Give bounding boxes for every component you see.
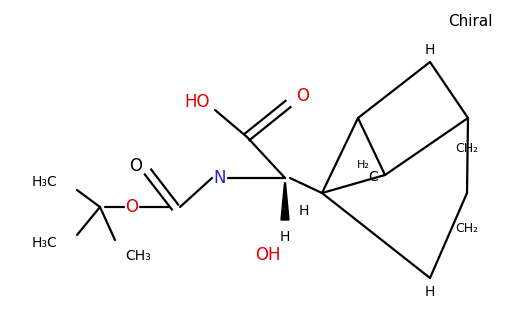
Text: H₃C: H₃C bbox=[31, 236, 57, 250]
Text: CH₂: CH₂ bbox=[456, 142, 479, 154]
Text: H: H bbox=[425, 285, 435, 299]
Text: H: H bbox=[299, 204, 309, 218]
Text: CH₂: CH₂ bbox=[456, 221, 479, 234]
Text: H₂: H₂ bbox=[356, 160, 370, 170]
Text: O: O bbox=[296, 87, 309, 105]
Text: Chiral: Chiral bbox=[448, 14, 492, 29]
Text: HO: HO bbox=[184, 93, 210, 111]
Text: H: H bbox=[425, 43, 435, 57]
Text: O: O bbox=[125, 198, 139, 216]
Text: CH₃: CH₃ bbox=[125, 249, 151, 263]
Text: H: H bbox=[280, 230, 290, 244]
Text: C: C bbox=[368, 170, 378, 184]
Text: O: O bbox=[130, 157, 142, 175]
Text: OH: OH bbox=[255, 246, 281, 264]
Polygon shape bbox=[281, 183, 289, 220]
Text: H₃C: H₃C bbox=[31, 175, 57, 189]
Text: N: N bbox=[214, 169, 226, 187]
